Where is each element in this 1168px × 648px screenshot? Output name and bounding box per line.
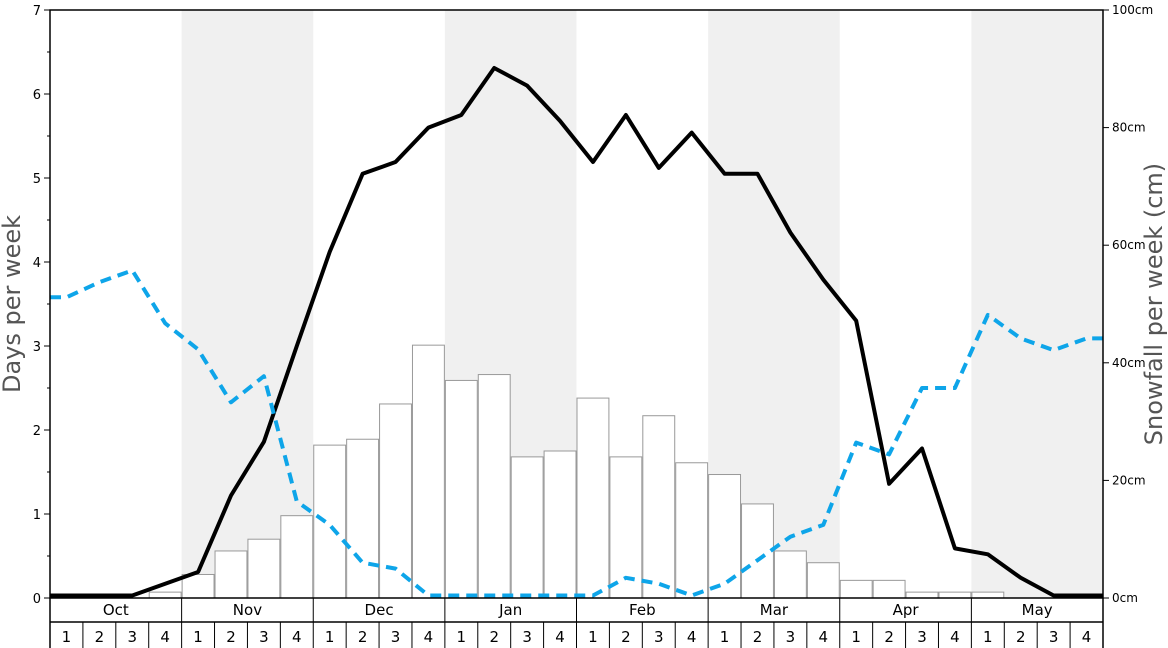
month-shade-nov bbox=[181, 10, 314, 598]
snowfall-bar bbox=[444, 379, 478, 599]
week-label: 2 bbox=[226, 628, 236, 646]
month-label-dec: Dec bbox=[365, 601, 394, 619]
week-label: 1 bbox=[325, 628, 335, 646]
solid-line-series bbox=[50, 66, 1103, 598]
right-axis-title: Snowfall per week (cm) bbox=[1140, 163, 1168, 445]
snowfall-bar bbox=[280, 515, 314, 599]
week-label: 2 bbox=[621, 628, 631, 646]
snowfall-bar bbox=[379, 403, 412, 599]
week-label: 4 bbox=[1082, 628, 1092, 646]
left-axis-ticks: 0 1 2 3 4 5 6 7 bbox=[33, 4, 50, 607]
line-series bbox=[50, 66, 1103, 598]
week-row: 1 2 3 4 1 2 3 4 1 2 3 4 1 2 3 4 1 2 3 4 1 2 3 4 1 2 3 4 1 2 3 4 bbox=[62, 622, 1092, 648]
right-tick-label: 20cm bbox=[1112, 473, 1146, 487]
month-label-may: May bbox=[1022, 601, 1053, 619]
left-tick-label: 7 bbox=[33, 4, 41, 19]
snowfall-bar bbox=[411, 344, 445, 599]
left-tick-label: 6 bbox=[33, 88, 41, 103]
week-label: 4 bbox=[292, 628, 302, 646]
month-label-mar: Mar bbox=[760, 601, 789, 619]
week-label: 3 bbox=[127, 628, 137, 646]
month-row: Oct Nov Dec Jan Feb Mar Apr May bbox=[49, 598, 1104, 648]
right-tick-label: 80cm bbox=[1112, 121, 1146, 135]
right-tick-label: 60cm bbox=[1112, 238, 1146, 252]
snowfall-bar bbox=[346, 438, 380, 599]
week-label: 2 bbox=[358, 628, 368, 646]
snowfall-bar bbox=[642, 415, 676, 599]
week-label: 4 bbox=[160, 628, 170, 646]
snowfall-bar bbox=[214, 550, 248, 599]
snowfall-bar bbox=[247, 538, 281, 599]
week-label: 1 bbox=[588, 628, 598, 646]
week-label: 4 bbox=[424, 628, 434, 646]
week-label: 1 bbox=[851, 628, 861, 646]
dashed-line-series bbox=[50, 268, 1103, 598]
week-label: 2 bbox=[95, 628, 105, 646]
month-label-jan: Jan bbox=[498, 601, 522, 619]
left-tick-label: 0 bbox=[33, 592, 41, 607]
snowfall-bar bbox=[609, 456, 643, 599]
snowfall-bar bbox=[675, 462, 709, 599]
week-label: 3 bbox=[1049, 628, 1059, 646]
snowfall-bar bbox=[313, 444, 347, 599]
right-axis-ticks: 0cm 20cm 40cm 60cm 80cm 100cm bbox=[1103, 3, 1153, 605]
week-label: 4 bbox=[950, 628, 960, 646]
week-label: 4 bbox=[687, 628, 697, 646]
snowfall-bar bbox=[148, 591, 182, 599]
week-label: 3 bbox=[786, 628, 796, 646]
left-tick-label: 3 bbox=[33, 340, 41, 355]
snowfall-bar bbox=[872, 579, 906, 599]
week-label: 1 bbox=[193, 628, 203, 646]
snowfall-bar bbox=[477, 374, 511, 599]
week-label: 3 bbox=[917, 628, 927, 646]
week-label: 1 bbox=[983, 628, 993, 646]
snowfall-bars bbox=[148, 344, 1005, 599]
week-label: 3 bbox=[522, 628, 532, 646]
month-label-oct: Oct bbox=[103, 601, 129, 619]
month-label-nov: Nov bbox=[233, 601, 262, 619]
month-shading bbox=[181, 10, 1103, 598]
snowfall-bar bbox=[971, 591, 1005, 599]
snowfall-bar bbox=[576, 397, 610, 599]
right-tick-label: 0cm bbox=[1112, 591, 1138, 605]
left-tick-label: 4 bbox=[33, 256, 41, 271]
snowfall-bar bbox=[938, 591, 972, 599]
week-label: 3 bbox=[391, 628, 401, 646]
snowfall-bar bbox=[510, 456, 544, 599]
week-label: 4 bbox=[555, 628, 565, 646]
month-label-apr: Apr bbox=[893, 601, 920, 619]
snowfall-bar bbox=[839, 579, 873, 599]
week-label: 2 bbox=[1016, 628, 1026, 646]
right-tick-label: 100cm bbox=[1112, 3, 1153, 17]
snowfall-bar bbox=[773, 550, 807, 599]
left-axis-title: Days per week bbox=[0, 215, 26, 393]
week-label: 2 bbox=[489, 628, 499, 646]
left-tick-label: 1 bbox=[33, 508, 41, 523]
week-label: 1 bbox=[457, 628, 467, 646]
left-tick-label: 2 bbox=[33, 424, 41, 439]
week-label: 1 bbox=[62, 628, 72, 646]
snowfall-bar bbox=[708, 474, 742, 599]
month-shade-may bbox=[971, 10, 1103, 598]
week-label: 3 bbox=[259, 628, 269, 646]
snowfall-bar bbox=[806, 562, 840, 599]
snowfall-bar bbox=[741, 503, 774, 599]
week-label: 2 bbox=[884, 628, 894, 646]
week-label: 3 bbox=[654, 628, 664, 646]
week-label: 4 bbox=[819, 628, 829, 646]
week-label: 2 bbox=[753, 628, 763, 646]
month-label-feb: Feb bbox=[629, 601, 656, 619]
left-tick-label: 5 bbox=[33, 172, 41, 187]
right-tick-label: 40cm bbox=[1112, 356, 1146, 370]
week-label: 1 bbox=[720, 628, 730, 646]
snowfall-bar bbox=[905, 591, 939, 599]
snowfall-bar bbox=[543, 450, 577, 599]
